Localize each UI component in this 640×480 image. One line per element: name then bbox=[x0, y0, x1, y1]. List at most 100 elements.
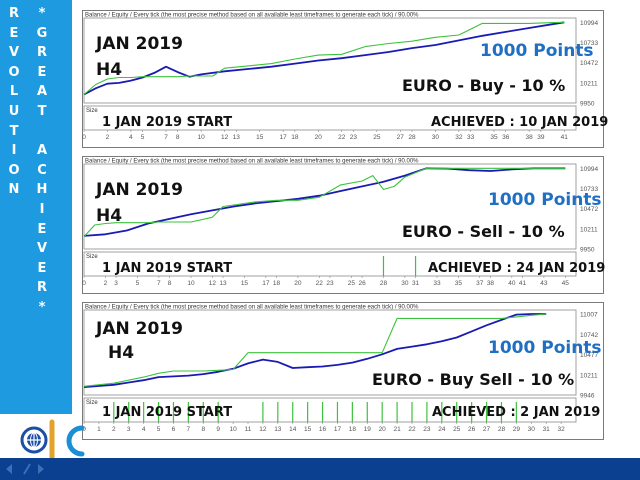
x-tick-label: 23 bbox=[350, 134, 358, 141]
y-tick-label: 10477 bbox=[580, 352, 598, 359]
x-tick-label: 18 bbox=[291, 134, 299, 141]
x-tick-label: 31 bbox=[412, 280, 420, 287]
great-achiever-letter: E bbox=[37, 221, 47, 237]
x-tick-label: 29 bbox=[513, 426, 521, 433]
x-tick-label: 6 bbox=[172, 426, 176, 433]
y-tick-label: 10472 bbox=[580, 60, 598, 67]
plot-area bbox=[83, 309, 577, 396]
x-tick-label: 25 bbox=[373, 134, 381, 141]
panel-frame bbox=[82, 10, 604, 148]
nav-arrows-icon bbox=[6, 463, 44, 475]
x-tick-label: 14 bbox=[289, 426, 297, 433]
achieved-label: ACHIEVED : 10 JAN 2019 bbox=[431, 115, 609, 130]
x-tick-label: 8 bbox=[168, 280, 172, 287]
x-tick-label: 8 bbox=[176, 134, 180, 141]
x-tick-label: 10 bbox=[187, 280, 195, 287]
great-achiever-letter: R bbox=[36, 280, 47, 296]
start-label: 1 JAN 2019 START bbox=[102, 261, 233, 276]
x-tick-label: 23 bbox=[326, 280, 334, 287]
size-label: Size bbox=[86, 108, 98, 114]
x-tick-label: 17 bbox=[334, 426, 342, 433]
x-tick-label: 1 bbox=[97, 426, 101, 433]
points-label: 1000 Points bbox=[480, 41, 594, 61]
x-tick-label: 23 bbox=[423, 426, 431, 433]
size-label: Size bbox=[86, 254, 98, 260]
panel-frame bbox=[82, 156, 604, 294]
x-tick-label: 40 bbox=[508, 280, 516, 287]
month-label: JAN 2019 bbox=[96, 319, 183, 339]
x-tick-label: 3 bbox=[127, 426, 131, 433]
points-label: 1000 Points bbox=[488, 190, 602, 210]
revolution-letter: O bbox=[8, 64, 20, 80]
balance-line bbox=[83, 21, 565, 96]
y-tick-label: 10211 bbox=[580, 372, 598, 379]
x-tick-label: 25 bbox=[453, 426, 461, 433]
y-tick-label: 9950 bbox=[580, 101, 595, 108]
x-tick-label: 4 bbox=[129, 134, 133, 141]
x-tick-label: 26 bbox=[358, 280, 366, 287]
x-tick-label: 30 bbox=[401, 280, 409, 287]
revolution-letter: R bbox=[8, 6, 19, 21]
brand-logo-icon bbox=[20, 419, 85, 461]
chart-header: Balance / Equity / Every tick (the most … bbox=[85, 13, 419, 19]
size-area bbox=[83, 105, 577, 131]
y-tick-label: 10211 bbox=[580, 226, 598, 233]
great-achiever-letter: E bbox=[37, 260, 47, 276]
x-tick-label: 38 bbox=[487, 280, 495, 287]
revolution-letter: E bbox=[9, 25, 19, 41]
x-tick-label: 4 bbox=[142, 426, 146, 433]
x-tick-label: 20 bbox=[315, 134, 323, 141]
revolution-letter: L bbox=[9, 84, 19, 100]
x-tick-label: 9 bbox=[216, 426, 220, 433]
x-tick-label: 17 bbox=[280, 134, 288, 141]
x-tick-label: 37 bbox=[476, 280, 484, 287]
x-tick-label: 5 bbox=[141, 134, 145, 141]
x-tick-label: 31 bbox=[543, 426, 551, 433]
month-label: JAN 2019 bbox=[96, 34, 183, 54]
great-achiever-letter: G bbox=[36, 25, 48, 41]
great-achiever-letters: * G R E A T A C H I E V E R * bbox=[34, 4, 50, 318]
x-tick-label: 41 bbox=[519, 280, 527, 287]
x-tick-label: 22 bbox=[338, 134, 346, 141]
y-tick-label: 10994 bbox=[580, 166, 598, 173]
timeframe-label: H4 bbox=[96, 60, 123, 80]
x-tick-label: 13 bbox=[219, 280, 227, 287]
x-tick-label: 15 bbox=[304, 426, 312, 433]
great-achiever-letter: H bbox=[36, 182, 48, 198]
x-tick-label: 22 bbox=[408, 426, 416, 433]
month-label: JAN 2019 bbox=[96, 180, 183, 200]
x-tick-label: 15 bbox=[256, 134, 264, 141]
chart-svg: Balance / Equity / Every tick (the most … bbox=[82, 10, 604, 148]
x-tick-label: 27 bbox=[397, 134, 405, 141]
size-area bbox=[83, 397, 577, 423]
y-tick-label: 10733 bbox=[580, 40, 598, 47]
size-label: Size bbox=[86, 400, 98, 406]
great-achiever-letter: A bbox=[36, 143, 48, 159]
x-tick-label: 10 bbox=[229, 426, 237, 433]
x-tick-label: 7 bbox=[164, 134, 168, 141]
x-tick-label: 0 bbox=[82, 426, 86, 433]
x-tick-label: 38 bbox=[526, 134, 534, 141]
x-tick-label: 5 bbox=[157, 426, 161, 433]
x-tick-label: 8 bbox=[201, 426, 205, 433]
chart-panel-sell: Balance / Equity / Every tick (the most … bbox=[82, 156, 606, 294]
logo-area bbox=[0, 414, 640, 480]
x-tick-label: 45 bbox=[562, 280, 570, 287]
equity-line bbox=[83, 167, 566, 237]
x-tick-label: 16 bbox=[319, 426, 327, 433]
great-achiever-letter: T bbox=[37, 103, 47, 119]
revolution-letter: O bbox=[8, 162, 20, 178]
chart-header: Balance / Equity / Every tick (the most … bbox=[85, 159, 419, 165]
x-tick-label: 41 bbox=[561, 134, 569, 141]
footer-bar bbox=[0, 458, 640, 480]
plot-area bbox=[83, 17, 577, 104]
x-tick-label: 3 bbox=[114, 280, 118, 287]
direction-label: EURO - Sell - 10 % bbox=[402, 222, 565, 241]
x-tick-label: 13 bbox=[233, 134, 241, 141]
great-achiever-letter: A bbox=[36, 84, 48, 100]
chart-svg: Balance / Equity / Every tick (the most … bbox=[82, 156, 604, 294]
x-tick-label: 0 bbox=[82, 280, 86, 287]
achieved-label: ACHIEVED : 24 JAN 2019 bbox=[428, 261, 606, 276]
x-tick-label: 36 bbox=[502, 134, 510, 141]
